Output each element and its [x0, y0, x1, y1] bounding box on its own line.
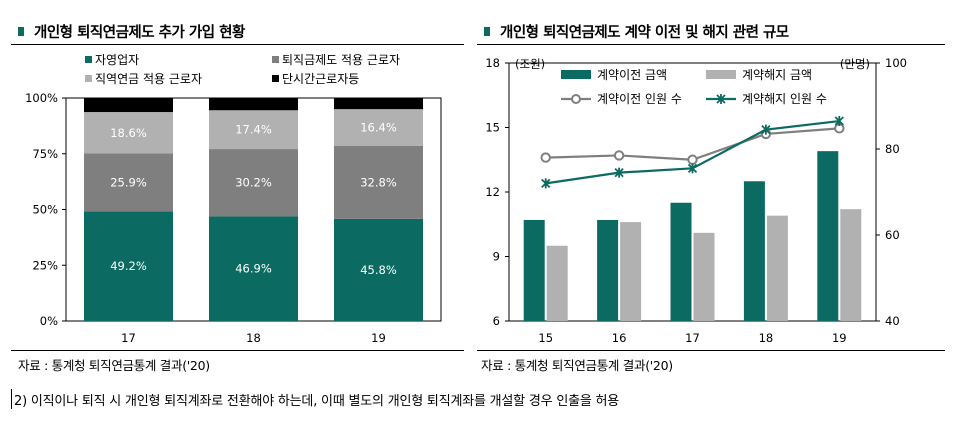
right-bar	[597, 219, 619, 321]
left-source-note: 자료 : 통계청 퇴직연금통계 결과('20)	[18, 358, 210, 373]
left-bar-data-label: 45.8%	[360, 263, 397, 277]
right-bar	[743, 181, 765, 321]
right-right-axis-unit: (만명)	[840, 57, 870, 71]
left-bar-data-label: 49.2%	[110, 259, 147, 273]
left-x-tick-label: 19	[371, 331, 386, 345]
right-line-point	[834, 116, 844, 127]
left-bar-segment	[209, 110, 298, 150]
right-title-underline	[477, 44, 945, 45]
right-bar	[620, 222, 642, 321]
right-legend-swatch	[706, 70, 736, 79]
left-legend-swatch	[85, 56, 92, 63]
right-legend-marker	[716, 94, 726, 104]
right-line-point	[761, 124, 771, 135]
left-bar-segment	[84, 98, 173, 113]
right-legend-label: 계약해지 금액	[742, 67, 812, 82]
right-right-y-tick-label: 100	[885, 56, 907, 70]
right-right-y-tick-label: 80	[885, 142, 900, 156]
left-legend-swatch	[272, 56, 279, 63]
left-x-tick-label: 17	[121, 331, 136, 345]
left-legend-label: 자영업자	[95, 53, 139, 67]
right-bar	[523, 219, 545, 321]
right-bar	[546, 245, 568, 321]
left-bar-segment	[334, 109, 423, 146]
left-x-tick-label: 18	[246, 331, 261, 345]
left-y-tick-label: 50%	[32, 203, 58, 217]
right-line-point	[687, 163, 698, 174]
title-bullet-icon	[484, 27, 490, 36]
right-right-y-tick-label: 60	[885, 228, 900, 242]
right-source-note: 자료 : 통계청 퇴직연금통계 결과('20)	[481, 358, 673, 373]
left-bar-segment	[84, 112, 173, 154]
right-bar	[840, 209, 862, 321]
right-line-point	[613, 150, 625, 161]
left-chart-title-text: 개인형 퇴직연금제도 추가 가입 현황	[34, 25, 245, 41]
title-bullet-icon	[18, 27, 24, 36]
left-bar-data-label: 30.2%	[235, 176, 272, 190]
right-bar	[670, 202, 692, 321]
left-y-tick-label: 25%	[32, 258, 58, 272]
left-bar-segment	[84, 153, 173, 212]
left-legend-label: 직역연금 적용 근로자	[95, 72, 202, 86]
left-bar-segment	[334, 218, 423, 321]
left-legend-label: 단시간근로자등	[282, 72, 359, 86]
right-left-axis-unit: (조원)	[515, 57, 545, 71]
right-line-point	[614, 167, 624, 178]
left-chart-title: 개인형 퇴직연금제도 추가 가입 현황	[18, 21, 245, 42]
right-right-y-tick-label: 40	[885, 314, 900, 328]
left-legend-label: 퇴직금제도 적용 근로자	[282, 53, 400, 67]
left-bar-data-label: 32.8%	[360, 175, 397, 189]
left-title-underline	[11, 44, 464, 45]
right-bar	[766, 215, 788, 321]
left-bar-data-label: 17.4%	[235, 123, 272, 137]
right-left-y-tick-label: 9	[493, 250, 500, 264]
left-legend-swatch	[272, 75, 279, 82]
right-left-y-tick-label: 15	[485, 121, 500, 135]
right-legend-marker	[571, 94, 581, 104]
left-bar-segment	[334, 98, 423, 110]
left-y-tick-label: 75%	[32, 147, 58, 161]
left-source-divider	[11, 350, 464, 351]
left-bar-segment	[334, 145, 423, 219]
left-bar-segment	[209, 149, 298, 217]
right-legend-swatch	[561, 70, 591, 79]
left-bar-segment	[84, 211, 173, 321]
right-source-divider	[477, 350, 945, 351]
left-bar-data-label: 16.4%	[360, 120, 397, 134]
right-x-tick-label: 15	[538, 331, 553, 345]
left-bar-data-label: 46.9%	[235, 262, 272, 276]
left-bar-data-label: 18.6%	[110, 126, 147, 140]
footnote-text: 2) 이직이나 퇴직 시 개인형 퇴직계좌로 전환해야 하는데, 이때 별도의 …	[14, 394, 620, 409]
right-chart-title-text: 개인형 퇴직연금제도 계약 이전 및 해지 관련 규모	[500, 25, 789, 41]
right-legend-label: 계약이전 인원 수	[597, 91, 682, 106]
footnote-marker	[11, 389, 12, 409]
right-line-point	[540, 152, 551, 163]
right-legend-label: 계약해지 인원 수	[742, 91, 827, 106]
right-line-point	[687, 154, 698, 165]
right-legend-label: 계약이전 금액	[597, 67, 667, 82]
right-left-y-tick-label: 6	[493, 314, 500, 328]
right-bar	[817, 151, 839, 321]
left-bar-data-label: 25.9%	[110, 175, 147, 189]
right-x-tick-label: 17	[685, 331, 700, 345]
right-line-series	[545, 119, 840, 185]
right-left-y-tick-label: 12	[485, 185, 500, 199]
left-legend-swatch	[85, 75, 92, 82]
right-x-tick-label: 18	[759, 331, 774, 345]
right-x-tick-label: 19	[832, 331, 847, 345]
right-left-y-tick-label: 18	[485, 56, 500, 70]
right-x-tick-label: 16	[612, 331, 627, 345]
left-y-tick-label: 100%	[25, 91, 58, 105]
left-bar-segment	[209, 98, 298, 111]
right-bar	[693, 232, 715, 321]
right-line-point	[541, 178, 551, 189]
right-chart-title: 개인형 퇴직연금제도 계약 이전 및 해지 관련 규모	[484, 21, 789, 42]
left-y-tick-label: 0%	[40, 314, 58, 328]
left-bar-segment	[209, 216, 298, 321]
